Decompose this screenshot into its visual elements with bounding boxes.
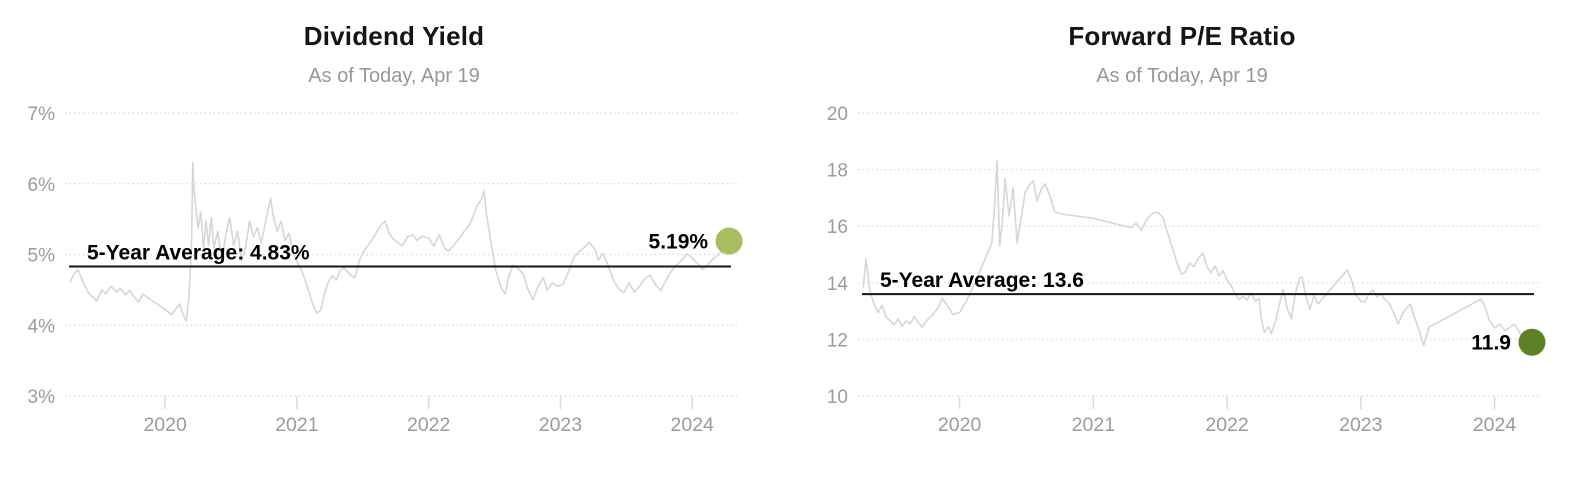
chart-title: Forward P/E Ratio bbox=[1068, 21, 1296, 51]
y-axis-label: 4% bbox=[28, 316, 56, 337]
x-axis-label: 2023 bbox=[1339, 414, 1382, 436]
x-axis-label: 2022 bbox=[407, 414, 450, 436]
chart-title: Dividend Yield bbox=[303, 21, 485, 51]
y-axis-label: 3% bbox=[28, 387, 56, 408]
x-axis-label: 2024 bbox=[671, 414, 715, 436]
chart-subtitle: As of Today, Apr 19 bbox=[308, 65, 480, 87]
average-label: 5-Year Average: 4.83% bbox=[87, 242, 310, 265]
x-axis-label: 2021 bbox=[1072, 414, 1115, 436]
latest-value-label: 5.19% bbox=[649, 231, 709, 254]
latest-value-label: 11.9 bbox=[1471, 332, 1511, 355]
x-axis-label: 2022 bbox=[1205, 414, 1248, 436]
x-axis-label: 2023 bbox=[539, 414, 582, 436]
y-axis-label: 6% bbox=[28, 175, 56, 196]
latest-value-dot bbox=[715, 227, 743, 255]
latest-value-dot bbox=[1518, 328, 1546, 356]
chart-subtitle: As of Today, Apr 19 bbox=[1096, 65, 1268, 87]
chart-panel-forward-pe: Forward P/E Ratio As of Today, Apr 19 10… bbox=[788, 0, 1576, 502]
average-label: 5-Year Average: 13.6 bbox=[880, 269, 1084, 292]
y-axis-label: 10 bbox=[827, 387, 848, 408]
y-axis-label: 7% bbox=[28, 104, 56, 125]
y-axis-label: 20 bbox=[827, 104, 848, 125]
chart-panel-dividend-yield: Dividend Yield As of Today, Apr 19 3% 4% 5… bbox=[28, 21, 743, 436]
x-axis-label: 2021 bbox=[275, 414, 318, 436]
y-axis-label: 12 bbox=[827, 330, 848, 351]
dividend-yield-plot: 3% 4% 5% 6% 7% 2020 2021 2022 2023 2024 5-Year Ave… bbox=[28, 104, 743, 436]
x-axis-label: 2020 bbox=[143, 414, 187, 436]
x-axis-label: 2020 bbox=[938, 414, 982, 436]
y-axis-label: 5% bbox=[28, 246, 56, 267]
series-line bbox=[69, 161, 730, 322]
y-axis-label: 14 bbox=[827, 274, 849, 295]
y-axis-label: 16 bbox=[827, 217, 848, 238]
y-axis-label: 18 bbox=[827, 161, 848, 182]
series-line bbox=[862, 160, 1533, 347]
x-axis-label: 2024 bbox=[1473, 414, 1517, 436]
